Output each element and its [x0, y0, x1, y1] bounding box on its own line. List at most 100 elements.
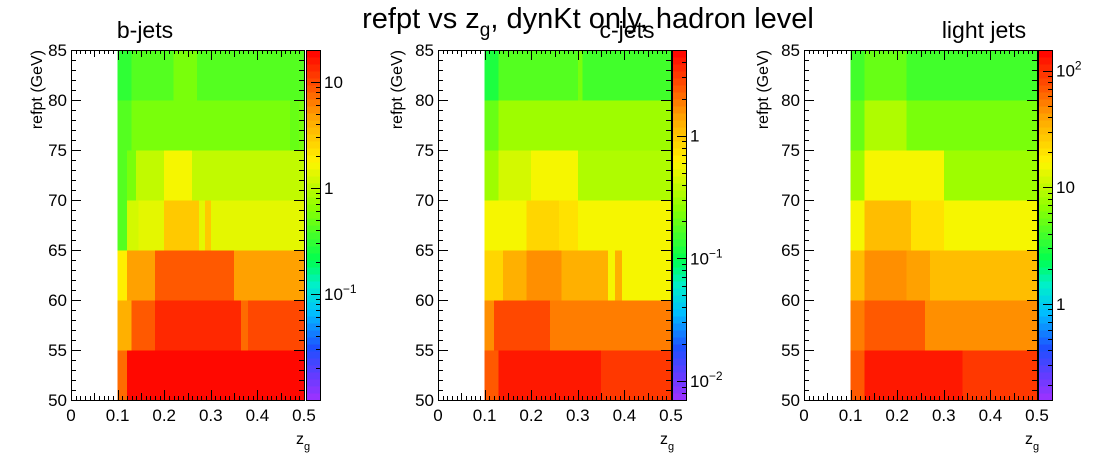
colorbar-swatch — [672, 211, 686, 219]
heatmap-cell — [864, 50, 908, 101]
colorbar-swatch — [672, 239, 686, 247]
heatmap-cell — [864, 100, 908, 151]
colorbar-swatch — [672, 323, 686, 331]
heatmap-cell — [549, 300, 672, 351]
colorbar-swatch — [306, 372, 320, 380]
colorbar-swatch — [306, 365, 320, 373]
x-axis-label-main: z — [296, 431, 304, 448]
heatmap-cell — [850, 250, 866, 301]
heatmap-cell — [943, 150, 1038, 201]
y-tick-label: 85 — [415, 41, 434, 60]
heatmap-cell — [911, 200, 945, 251]
heatmap-cell — [136, 150, 165, 201]
colorbar-swatch — [1038, 232, 1052, 240]
heatmap-cell — [196, 50, 305, 101]
colorbar-swatch — [672, 141, 686, 149]
colorbar-swatch — [306, 246, 320, 254]
colorbar-swatch — [672, 281, 686, 289]
heatmap-cell — [234, 250, 305, 301]
heatmap-cell — [484, 350, 500, 401]
colorbar-swatch — [1038, 92, 1052, 100]
colorbar-swatch — [306, 274, 320, 282]
colorbar-swatch — [306, 197, 320, 205]
heatmap-cell — [126, 350, 305, 401]
colorbar-swatch — [306, 169, 320, 177]
colorbar: 110−110−2 — [672, 50, 723, 401]
colorbar-swatch — [672, 260, 686, 268]
colorbar-swatch — [1038, 99, 1052, 107]
colorbar-swatch — [672, 344, 686, 352]
colorbar-swatch — [1038, 267, 1052, 275]
colorbar-swatch — [1038, 78, 1052, 86]
colorbar-frame — [672, 50, 687, 401]
colorbar-swatch — [1038, 386, 1052, 394]
panels: 0 0.1 0.2 0.3 0.4 0.5 50 55 60 65 70 75 80 85 b-jets re… — [29, 17, 1082, 453]
colorbar-swatch — [306, 232, 320, 240]
colorbar-frame — [1038, 50, 1053, 401]
colorbar-swatch — [1038, 71, 1052, 79]
colorbar-swatch — [306, 295, 320, 303]
colorbar-swatch — [306, 85, 320, 93]
x-axis-label-subscript: g — [1033, 441, 1039, 453]
x-tick-label: 0 — [66, 406, 75, 425]
heatmap-cell — [561, 250, 609, 301]
heatmap-cell — [224, 200, 305, 251]
panel-2: 0 0.1 0.2 0.3 0.4 0.5 50 55 60 65 70 75 80 85 c-jets re… — [389, 17, 723, 453]
colorbar-swatch — [672, 267, 686, 275]
x-tick-label: 0.5 — [659, 406, 683, 425]
y-tick-label: 60 — [48, 291, 67, 310]
colorbar-swatch — [306, 337, 320, 345]
heatmap-cell — [117, 150, 128, 201]
colorbar-swatch — [672, 253, 686, 261]
colorbar-swatch — [672, 50, 686, 58]
colorbar-swatch — [672, 57, 686, 65]
colorbar-swatch — [1038, 302, 1052, 310]
x-axis-label-subscript: g — [668, 441, 674, 453]
colorbar-swatch — [672, 155, 686, 163]
colorbar-swatch — [306, 176, 320, 184]
colorbar-label-base: 1 — [690, 127, 699, 146]
heatmap-cell — [164, 200, 200, 251]
colorbar-label: 10 — [324, 73, 343, 92]
x-tick-label: 0.4 — [979, 406, 1003, 425]
colorbar-swatch — [1038, 393, 1052, 401]
colorbar-swatch — [672, 295, 686, 303]
colorbar-swatch — [672, 78, 686, 86]
colorbar-swatch — [672, 190, 686, 198]
colorbar-swatch — [1038, 106, 1052, 114]
y-tick-label: 55 — [781, 341, 800, 360]
colorbar-swatch — [672, 288, 686, 296]
heatmap-cell — [864, 350, 964, 401]
x-tick-label: 0.5 — [1025, 406, 1049, 425]
heatmap-cell — [126, 150, 137, 201]
colorbar-swatch — [306, 379, 320, 387]
figure-title-subscript: g — [480, 20, 491, 41]
colorbar-swatch — [672, 365, 686, 373]
colorbar-swatch — [1038, 239, 1052, 247]
heatmap-cell — [943, 200, 1038, 251]
colorbar-swatch — [306, 267, 320, 275]
x-tick-label: 0.1 — [106, 406, 130, 425]
x-tick-label: 0.2 — [885, 406, 909, 425]
heatmap-cell — [126, 200, 140, 251]
colorbar-swatch — [672, 99, 686, 107]
colorbar-swatch — [672, 393, 686, 401]
y-tick-label: 80 — [48, 91, 67, 110]
colorbar-swatch — [1038, 162, 1052, 170]
colorbar-swatch — [672, 92, 686, 100]
colorbar-label: 102 — [1056, 59, 1082, 81]
heatmap-cell — [906, 250, 931, 301]
colorbar-swatch — [306, 155, 320, 163]
heatmap-cell — [577, 150, 672, 201]
colorbar-swatch — [306, 106, 320, 114]
colorbar-swatch — [306, 253, 320, 261]
y-tick-label: 55 — [48, 341, 67, 360]
colorbar-swatch — [1038, 113, 1052, 121]
colorbar-swatch — [1038, 148, 1052, 156]
heatmap-cell — [131, 100, 291, 151]
colorbar-swatch — [1038, 127, 1052, 135]
colorbar-swatch — [1038, 50, 1052, 58]
colorbar-swatch — [672, 120, 686, 128]
panel-1: 0 0.1 0.2 0.3 0.4 0.5 50 55 60 65 70 75 80 85 b-jets re… — [29, 17, 357, 453]
